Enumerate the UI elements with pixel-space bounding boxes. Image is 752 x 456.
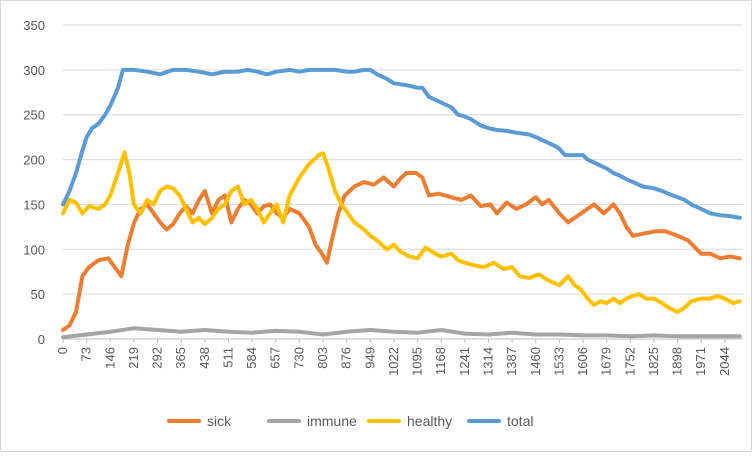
x-tick-label: 1168 [433,347,448,375]
y-axis-ticks: 0 50 100 150 200 250 300 350 [23,18,45,347]
x-tick-label: 1095 [410,347,425,376]
y-tick-label: 200 [23,153,45,168]
x-tick-label: 511 [220,347,235,368]
x-tick-label: 1241 [457,347,472,376]
y-tick-label: 350 [23,18,45,33]
x-tick-label: 365 [173,347,188,369]
legend-label-immune: immune [307,413,357,429]
series-line-total [61,67,742,220]
x-tick-label: 146 [102,347,117,369]
x-tick-label: 1533 [551,347,566,376]
y-tick-label: 100 [23,242,45,257]
series-line-immune [61,326,742,340]
x-axis-ticks: 0 73 146 219 292 365 438 511 584 657 730 803 876 949 1… [55,339,732,376]
x-tick-label: 876 [339,347,354,369]
x-tick-label: 1314 [480,347,495,376]
legend-label-healthy: healthy [407,413,452,429]
y-tick-label: 0 [38,332,45,347]
y-tick-label: 250 [23,108,45,123]
legend-label-total: total [507,413,533,429]
x-tick-label: 730 [291,347,306,369]
y-tick-label: 300 [23,63,45,78]
y-tick-label: 150 [23,197,45,212]
legend: sick immune healthy total [167,413,533,429]
x-tick-label: 438 [197,347,212,369]
x-tick-label: 1898 [670,347,685,376]
x-tick-label: 1460 [528,347,543,376]
x-tick-label: 292 [150,347,165,369]
x-tick-label: 73 [79,347,94,361]
x-tick-label: 1606 [575,347,590,376]
legend-label-sick: sick [207,413,232,429]
series-line-healthy [61,150,742,315]
y-tick-label: 50 [31,287,45,302]
x-tick-label: 657 [268,347,283,369]
x-tick-label: 1387 [504,347,519,376]
x-tick-label: 949 [362,347,377,369]
x-tick-label: 2044 [717,347,732,376]
x-tick-label: 219 [126,347,141,369]
x-tick-label: 803 [315,347,330,369]
x-tick-label: 1022 [386,347,401,376]
x-tick-label: 1752 [622,347,637,376]
x-tick-label: 584 [244,347,259,369]
x-tick-label: 1825 [646,347,661,376]
x-tick-label: 1971 [693,347,708,376]
series-line-sick [61,171,742,332]
series-lines [61,67,742,340]
x-tick-label: 0 [55,347,70,354]
x-tick-label: 1679 [599,347,614,376]
